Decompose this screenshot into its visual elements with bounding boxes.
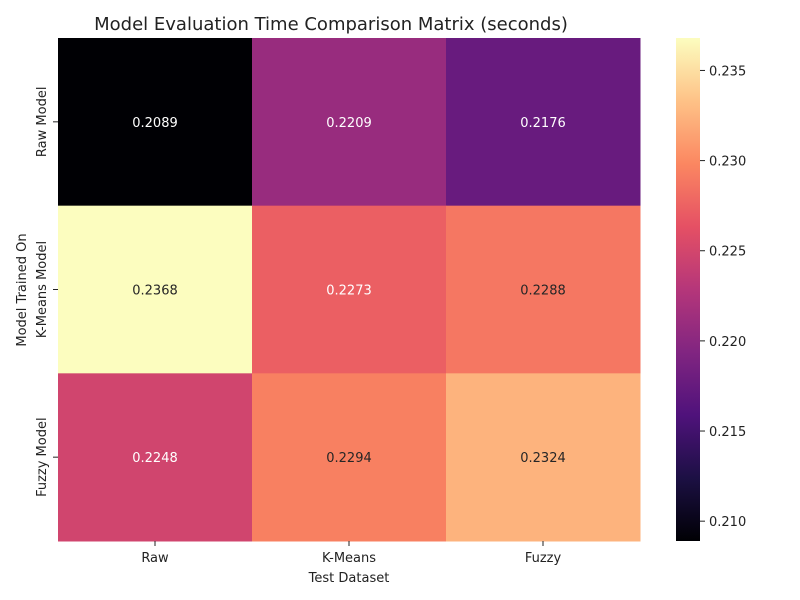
colorbar — [676, 38, 700, 541]
y-tick-label-1: K-Means Model — [35, 241, 50, 338]
heatmap-cell-r1-c0 — [58, 205, 253, 374]
colorbar-tick-label-0: 0.210 — [709, 515, 746, 530]
colorbar-ticks: 0.210 0.215 0.220 0.225 0.230 0.235 — [700, 64, 746, 530]
x-tick-label-0: Raw — [141, 551, 169, 566]
cell-label-r0-c2: 0.2176 — [520, 116, 566, 131]
x-axis-ticks: Raw K-Means Fuzzy — [141, 541, 561, 566]
heatmap-cells — [58, 38, 641, 542]
y-axis-ticks: Raw Model K-Means Model Fuzzy Model — [35, 87, 58, 497]
chart-title: Model Evaluation Time Comparison Matrix … — [94, 14, 568, 35]
colorbar-tick-label-5: 0.235 — [709, 64, 746, 79]
heatmap-cell-r0-c1 — [252, 38, 447, 207]
colorbar-tick-label-4: 0.230 — [709, 155, 746, 170]
colorbar-tick-label-1: 0.215 — [709, 425, 746, 440]
heatmap-cell-r2-c1 — [252, 373, 447, 542]
x-tick-label-2: Fuzzy — [525, 551, 562, 566]
y-tick-label-0: Raw Model — [35, 87, 50, 158]
heatmap-cell-r2-c2 — [446, 373, 641, 542]
heatmap-cell-labels: 0.2089 0.2209 0.2176 0.2368 0.2273 0.2288 0.22… — [132, 116, 566, 466]
cell-label-r2-c1: 0.2294 — [326, 451, 372, 466]
cell-label-r2-c2: 0.2324 — [520, 451, 566, 466]
y-tick-label-2: Fuzzy Model — [35, 417, 50, 497]
cell-label-r1-c1: 0.2273 — [326, 284, 372, 299]
heatmap-cell-r1-c1 — [252, 205, 447, 374]
colorbar-tick-label-2: 0.220 — [709, 335, 746, 350]
heatmap-cell-r0-c2 — [446, 38, 641, 207]
y-axis-label: Model Trained On — [15, 233, 30, 346]
cell-label-r0-c1: 0.2209 — [326, 116, 372, 131]
cell-label-r1-c0: 0.2368 — [132, 284, 178, 299]
heatmap-cell-r2-c0 — [58, 373, 253, 542]
colorbar-tick-label-3: 0.225 — [709, 245, 746, 260]
heatmap-cell-r0-c0 — [58, 38, 253, 207]
x-tick-label-1: K-Means — [322, 551, 376, 566]
x-axis-label: Test Dataset — [308, 571, 390, 586]
cell-label-r0-c0: 0.2089 — [132, 116, 178, 131]
heatmap-cell-r1-c2 — [446, 205, 641, 374]
cell-label-r1-c2: 0.2288 — [520, 284, 566, 299]
cell-label-r2-c0: 0.2248 — [132, 451, 178, 466]
